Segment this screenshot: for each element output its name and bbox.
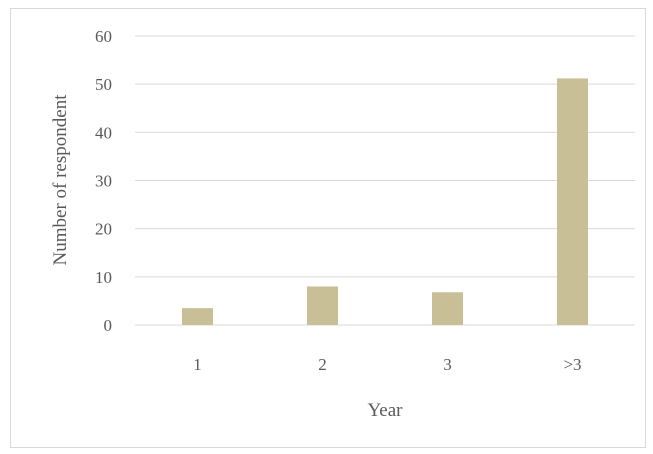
x-tick-label: >3 xyxy=(563,355,581,374)
x-axis-title: Year xyxy=(367,400,403,421)
x-tick-label: 2 xyxy=(318,355,327,374)
y-tick-label: 0 xyxy=(104,316,113,335)
bars xyxy=(182,78,588,326)
x-tick-label: 3 xyxy=(443,355,452,374)
bar-2 xyxy=(307,286,338,325)
x-tick-labels: 1 2 3 >3 xyxy=(193,355,581,374)
y-tick-label: 30 xyxy=(95,172,112,191)
y-tick-label: 40 xyxy=(95,123,112,142)
y-axis-title: Number of respondent xyxy=(50,94,71,266)
bar-3 xyxy=(432,292,463,325)
gridlines xyxy=(135,35,635,326)
bar-1 xyxy=(182,308,213,325)
y-tick-labels: 0 10 20 30 40 50 60 xyxy=(95,27,112,335)
y-tick-label: 60 xyxy=(95,27,112,46)
y-tick-label: 20 xyxy=(95,220,112,239)
bar-4 xyxy=(557,78,588,326)
x-tick-label: 1 xyxy=(193,355,202,374)
y-tick-label: 50 xyxy=(95,75,112,94)
chart-frame xyxy=(10,8,646,448)
y-tick-label: 10 xyxy=(95,268,112,287)
